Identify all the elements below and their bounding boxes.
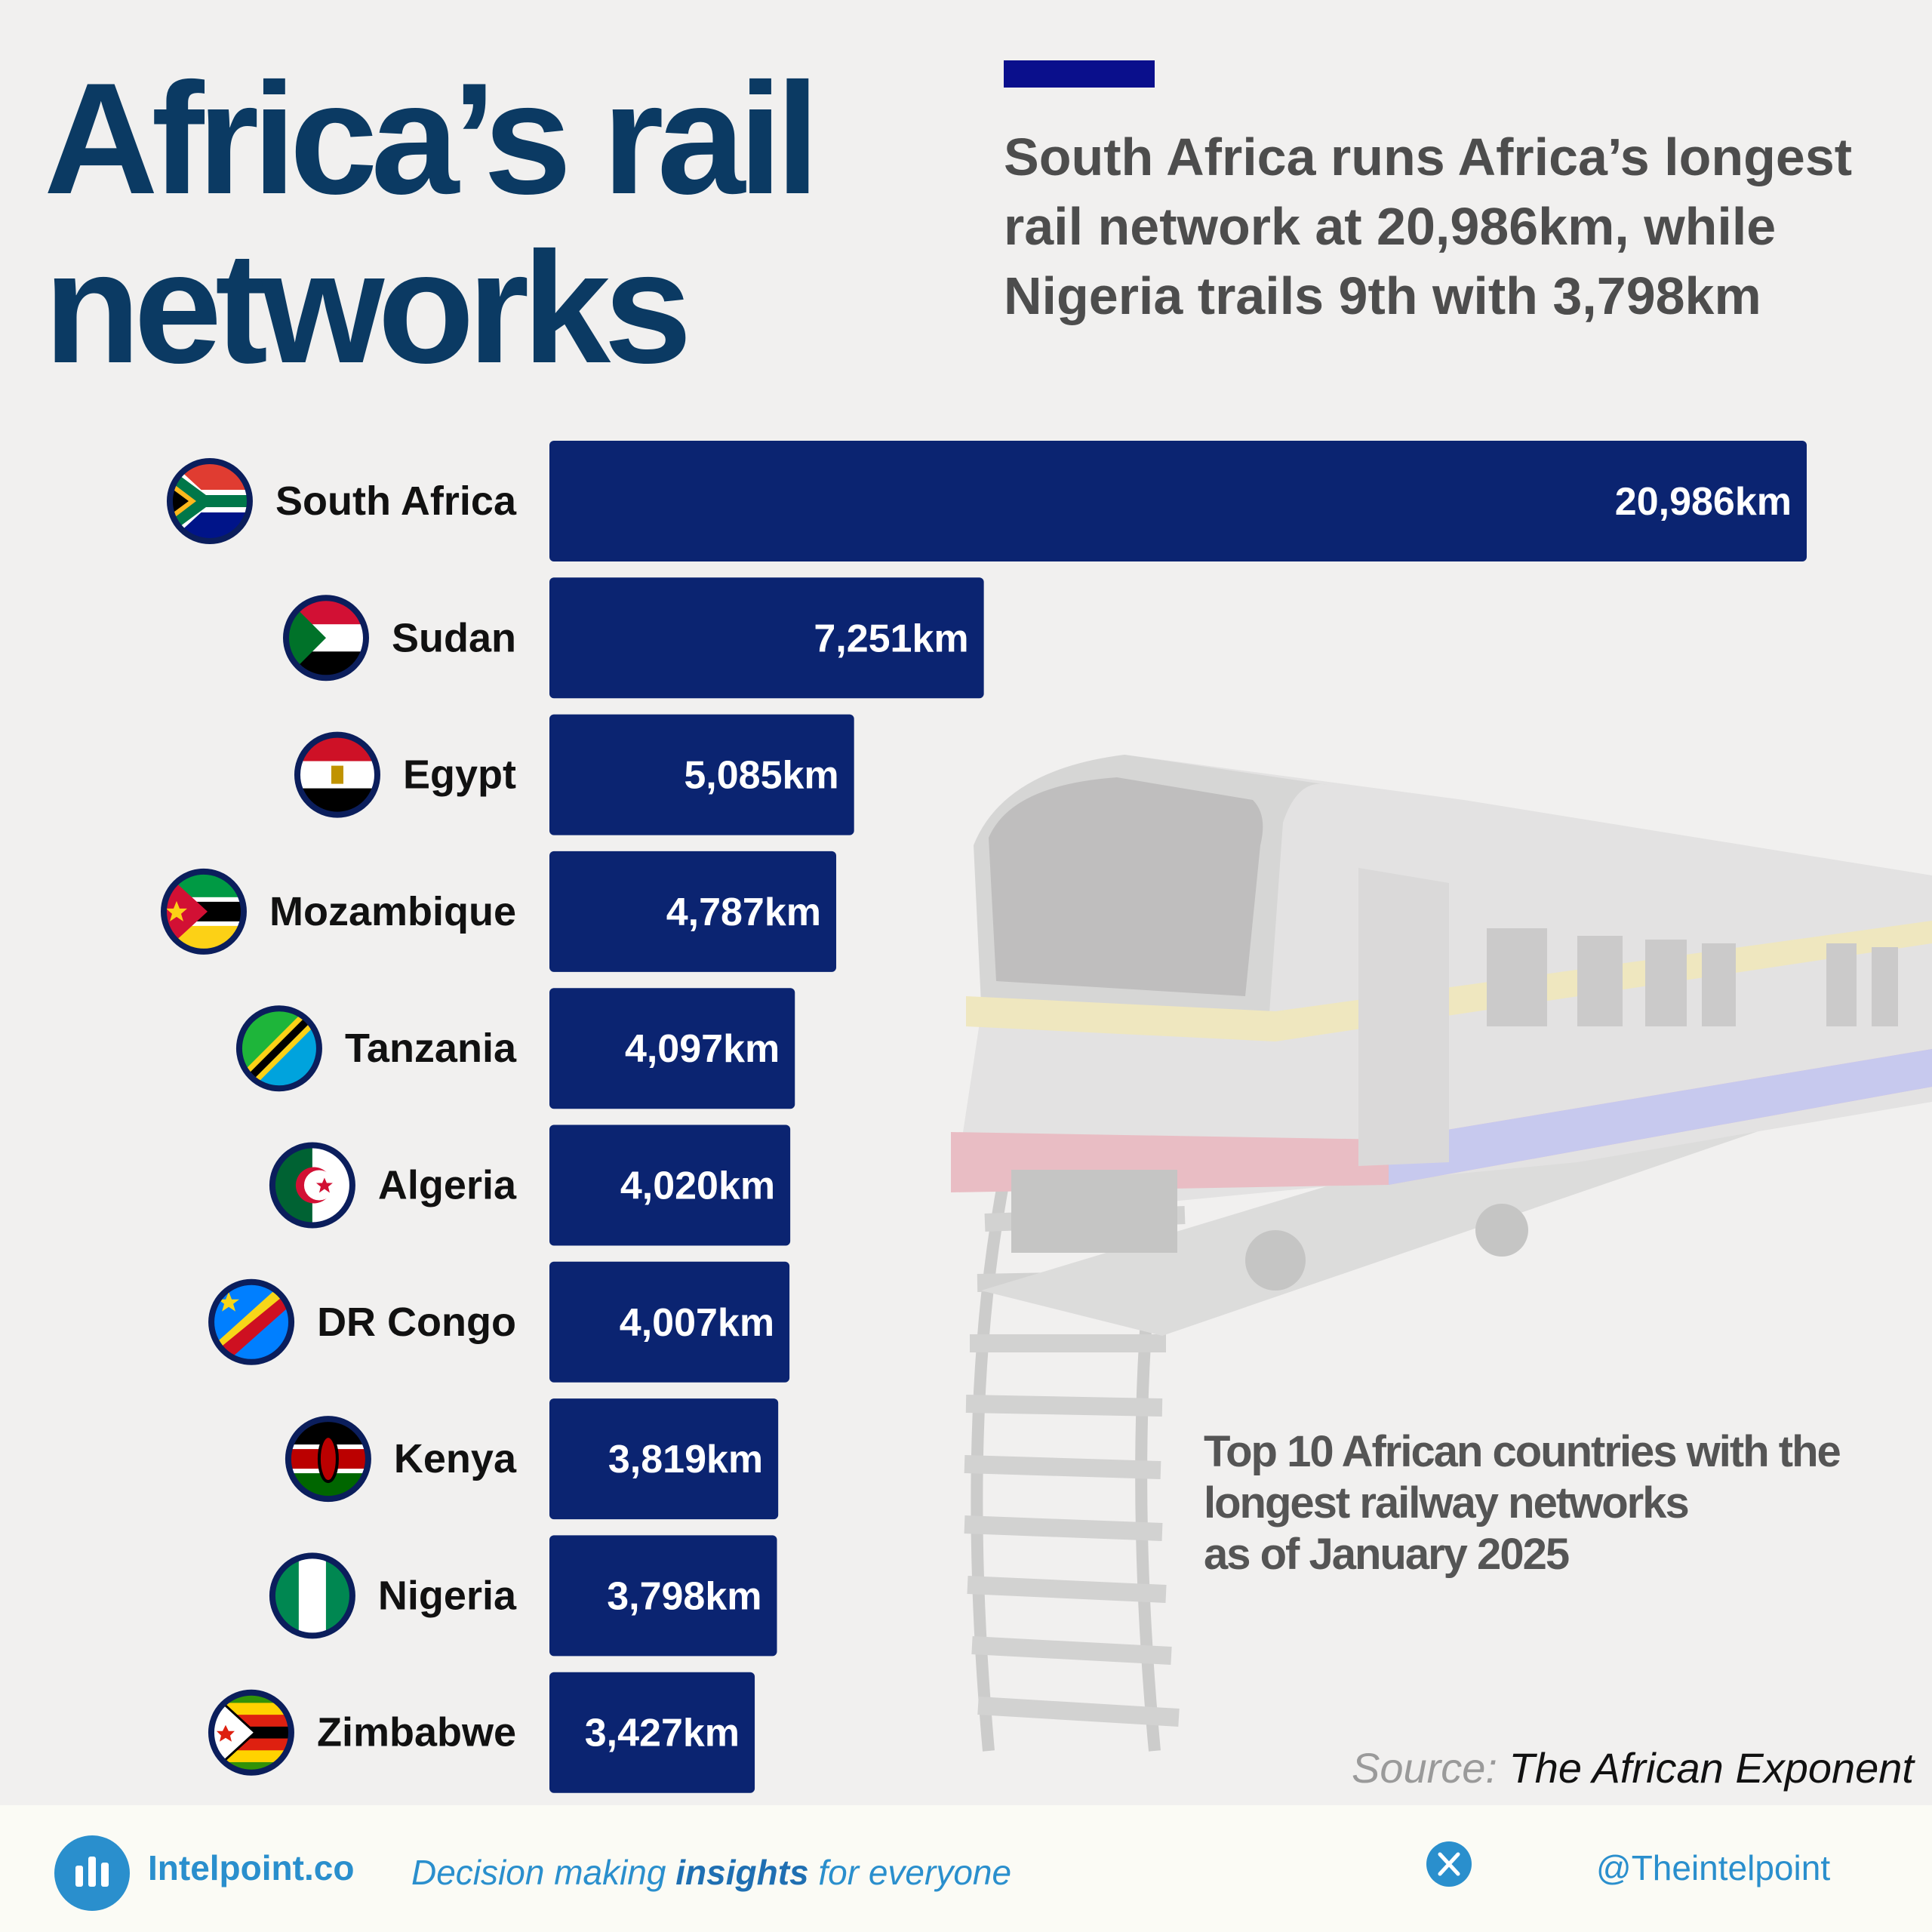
subtitle: South Africa runs Africa’s longest rail … [1004,128,1853,325]
value-label: 3,798km [607,1574,761,1618]
social-handle[interactable]: @Theintelpoint [1596,1848,1831,1887]
source-name: The African Exponent [1509,1744,1914,1792]
bar-kenya [549,1398,779,1520]
value-label: 4,097km [625,1027,780,1071]
flag-icon [166,458,253,544]
title-line-2: networks [44,219,692,396]
category-label: South Africa [275,478,517,524]
note-line-1: Top 10 African countries with the [1204,1427,1841,1476]
page-title: Africa’s rail networks [44,50,820,396]
bar-algeria [549,1124,791,1246]
bar-south-africa [549,441,1807,561]
flag-icon [160,868,247,955]
train-illustration [951,755,1932,1752]
value-label: 4,007km [620,1301,774,1345]
category-label: Tanzania [345,1026,517,1071]
category-label: Mozambique [269,889,516,934]
category-label: DR Congo [317,1300,516,1345]
value-label: 3,819km [608,1438,763,1481]
source-label: Source: [1351,1744,1497,1792]
bar-mozambique [549,851,837,972]
flag-icon [208,1278,295,1365]
bar-zimbabwe [549,1672,755,1793]
flag-icon [269,1552,355,1639]
category-label: Algeria [378,1163,517,1208]
brand-link[interactable]: Intelpoint.co [148,1848,355,1887]
tagline-bold: insights [675,1853,809,1892]
note-line-3: as of January 2025 [1204,1530,1570,1579]
x-logo-icon[interactable] [1426,1841,1472,1887]
category-label: Nigeria [378,1573,517,1618]
value-label: 3,427km [585,1712,740,1755]
tagline-post: for everyone [818,1853,1012,1892]
flag-icon [269,1142,355,1229]
bar-egypt [549,714,854,835]
chart-note: Top 10 African countries with the longes… [1204,1426,1841,1580]
accent-bar [1004,60,1155,88]
bar-chart: 20,986km South Africa 7,251km Sudan 5,085km E… [160,441,1807,1793]
flag-icon [282,595,369,681]
bar-tanzania [549,988,795,1109]
source-line: Source: The African Exponent [1352,1743,1914,1792]
flag-icon [285,1416,371,1503]
note-line-2: longest railway networks [1204,1478,1690,1527]
category-label: Zimbabwe [317,1710,516,1755]
flag-icon [235,1005,322,1092]
tagline-pre: Decision making [411,1853,666,1892]
bar-nigeria [549,1535,777,1657]
value-label: 4,787km [666,891,821,934]
bar-dr-congo [549,1261,790,1383]
flag-icon [208,1689,294,1776]
category-label: Egypt [403,752,516,798]
category-label: Kenya [394,1436,517,1481]
flag-icon [294,731,380,818]
value-label: 5,085km [684,754,838,798]
value-label: 20,986km [1615,480,1792,524]
title-line-1: Africa’s rail [44,50,820,227]
category-label: Sudan [392,615,516,660]
footer: Intelpoint.co Decision making insights f… [0,1805,1932,1932]
value-label: 4,020km [620,1164,775,1208]
value-label: 7,251km [814,617,968,660]
tagline: Decision making insights for everyone [411,1852,1011,1893]
bar-sudan [549,577,984,699]
bar-chart-icon[interactable] [54,1835,130,1911]
